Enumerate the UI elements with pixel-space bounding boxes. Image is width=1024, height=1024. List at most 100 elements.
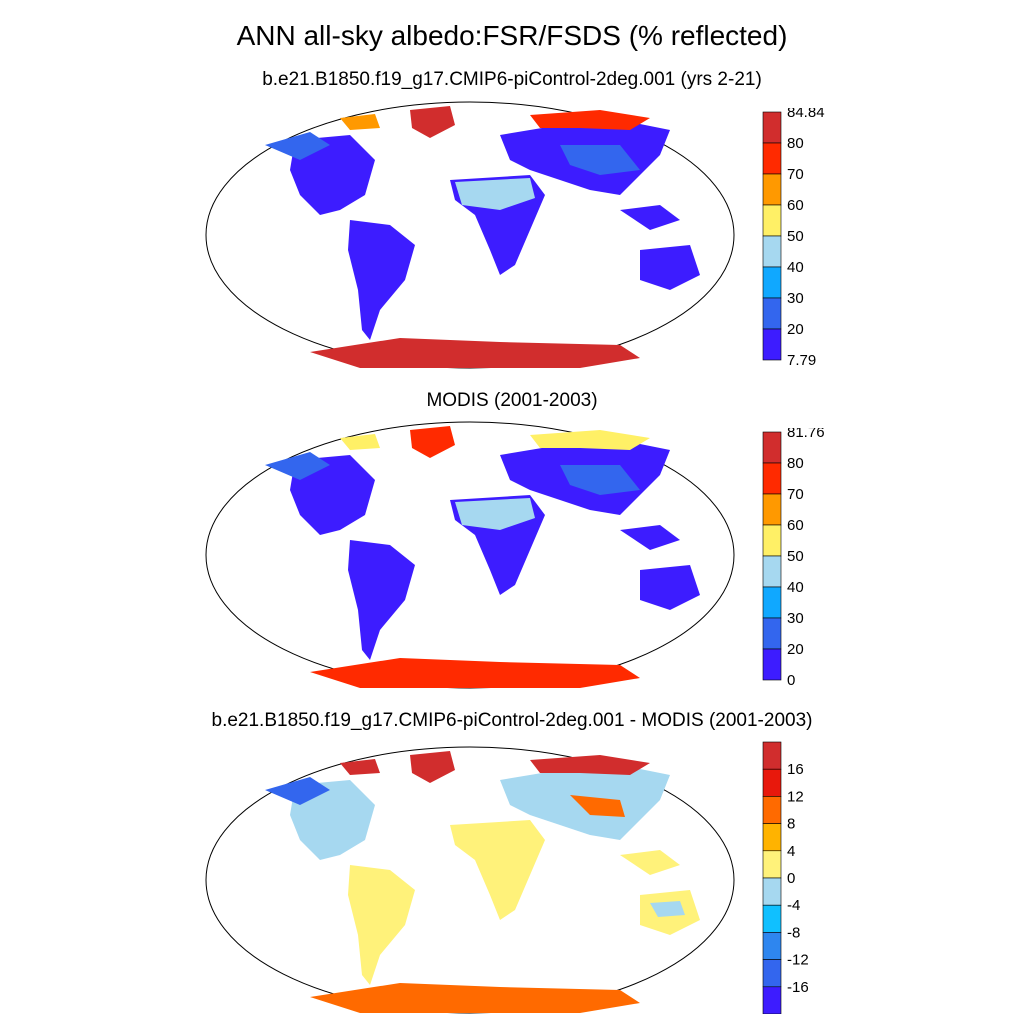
canadian-arctic [340, 114, 380, 130]
greenland [410, 106, 455, 138]
antarctica [310, 338, 640, 368]
colorbar-swatch [762, 877, 782, 906]
colorbar-tick-label: 70 [787, 166, 804, 183]
colorbar-swatch [762, 617, 782, 650]
colorbar-swatch [762, 796, 782, 824]
colorbar-swatches [762, 741, 782, 1014]
colorbar-swatch [762, 493, 782, 526]
colorbar-swatch [762, 173, 782, 206]
colorbar-tick-label: 30 [787, 610, 804, 627]
australia [640, 245, 700, 290]
alaska-canada-north [265, 132, 330, 160]
colorbar-swatch [762, 904, 782, 933]
australia-center [650, 901, 685, 917]
colorbar-tick-label: 8 [787, 816, 795, 833]
colorbar-swatch [762, 204, 782, 237]
se-asia [620, 850, 680, 875]
canadian-arctic [340, 434, 380, 450]
panel-1-title: b.e21.B1850.f19_g17.CMIP6-piControl-2deg… [262, 69, 762, 90]
panel-3-colorbar: 16 12 8 4 0 -4 -8 -12 -16 [762, 741, 809, 1014]
colorbar-tick-label: 60 [787, 197, 804, 214]
colorbar-swatch [762, 768, 782, 797]
colorbar-swatch [762, 524, 782, 557]
se-asia [620, 205, 680, 230]
continents-layer [265, 106, 700, 368]
central-asia [560, 145, 640, 175]
alaska-canada-north [265, 452, 330, 480]
colorbar-tick-label: -8 [787, 924, 800, 941]
colorbar-tick-label: 60 [787, 517, 804, 534]
colorbar-tick-label: 16 [787, 761, 804, 778]
africa [450, 820, 545, 920]
colorbar-tick-label: 0 [787, 870, 795, 887]
colorbar-labels: 16 12 8 4 0 -4 -8 -12 -16 [787, 761, 809, 996]
colorbar-tick-label: 0 [787, 672, 795, 688]
se-asia [620, 525, 680, 550]
panel-2-map [205, 421, 735, 689]
colorbar-swatches [762, 111, 782, 361]
colorbar-tick-label: 80 [787, 135, 804, 152]
panel-3-title: b.e21.B1850.f19_g17.CMIP6-piControl-2deg… [211, 710, 813, 731]
colorbar-tick-label: -4 [787, 897, 800, 914]
colorbar-swatch [762, 266, 782, 299]
panel-3-map [205, 746, 735, 1014]
north-america [290, 780, 375, 860]
south-america [348, 220, 415, 340]
colorbar-swatch [762, 328, 782, 361]
colorbar-tick-label: -16 [787, 979, 809, 996]
colorbar-tick-label: 70 [787, 486, 804, 503]
colorbar-swatch [762, 111, 782, 144]
panel-2-title: MODIS (2001-2003) [426, 390, 598, 411]
colorbar-tick-label: -12 [787, 952, 809, 969]
continents-layer [265, 426, 700, 688]
central-asia [570, 795, 625, 817]
colorbar-labels: 84.84 80 70 60 50 40 30 20 7.79 [787, 108, 825, 368]
central-asia [560, 465, 640, 495]
figure-title: ANN all-sky albedo:FSR/FSDS (% reflected… [236, 20, 788, 51]
colorbar-swatches [762, 431, 782, 681]
colorbar-tick-label: 84.84 [787, 108, 825, 121]
colorbar-swatch [762, 555, 782, 588]
antarctica [310, 983, 640, 1013]
colorbar-swatch [762, 959, 782, 988]
siberia-arctic [530, 110, 650, 130]
colorbar-tick-label: 20 [787, 641, 804, 658]
continents-layer [265, 751, 700, 1013]
colorbar-swatch [762, 850, 782, 879]
greenland [410, 751, 455, 783]
siberia-arctic [530, 430, 650, 450]
sahara [455, 178, 535, 210]
colorbar-swatch [762, 235, 782, 268]
panel-1-map [205, 101, 735, 369]
south-america [348, 865, 415, 985]
colorbar-tick-label: 50 [787, 228, 804, 245]
colorbar-swatch [762, 932, 782, 960]
colorbar-swatch [762, 823, 782, 852]
panel-2-colorbar: 81.76 80 70 60 50 40 30 20 0 [762, 428, 825, 688]
north-america [290, 135, 375, 215]
colorbar-tick-label: 7.79 [787, 352, 816, 368]
colorbar-tick-label: 40 [787, 259, 804, 276]
colorbar-labels: 81.76 80 70 60 50 40 30 20 0 [787, 428, 825, 688]
colorbar-tick-label: 50 [787, 548, 804, 565]
colorbar-tick-label: 20 [787, 321, 804, 338]
colorbar-swatch [762, 986, 782, 1014]
colorbar-swatch [762, 648, 782, 681]
colorbar-swatch [762, 586, 782, 619]
colorbar-tick-label: 4 [787, 843, 795, 860]
colorbar-tick-label: 40 [787, 579, 804, 596]
australia [640, 565, 700, 610]
colorbar-swatch [762, 741, 782, 770]
siberia-arctic [530, 755, 650, 775]
colorbar-swatch [762, 431, 782, 464]
colorbar-tick-label: 30 [787, 290, 804, 307]
colorbar-swatch [762, 297, 782, 330]
sahara [455, 498, 535, 530]
alaska-canada-north [265, 777, 330, 805]
colorbar-tick-label: 12 [787, 788, 804, 805]
south-america [348, 540, 415, 660]
antarctica [310, 658, 640, 688]
colorbar-tick-label: 80 [787, 455, 804, 472]
panel-1-colorbar: 84.84 80 70 60 50 40 30 20 7.79 [762, 108, 825, 368]
colorbar-tick-label: 81.76 [787, 428, 825, 441]
